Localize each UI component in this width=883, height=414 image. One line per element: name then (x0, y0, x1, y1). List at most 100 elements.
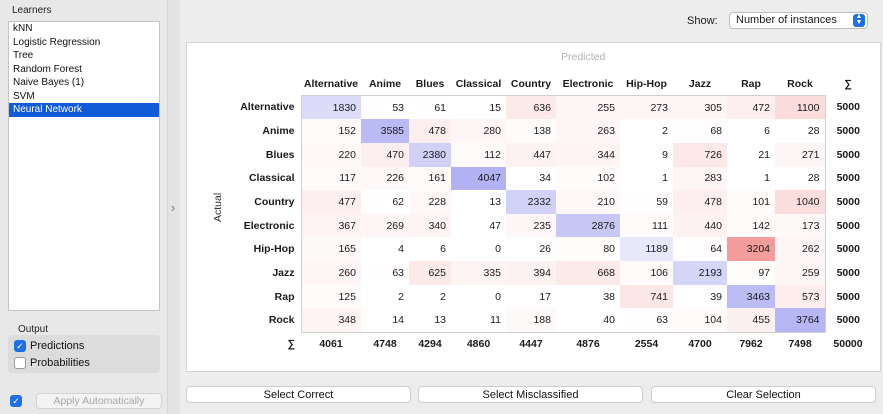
matrix-cell[interactable]: 741 (620, 284, 673, 309)
matrix-cell[interactable]: 47 (489, 219, 501, 232)
matrix-cell[interactable]: 68 (710, 125, 722, 138)
matrix-cell[interactable]: 165 (300, 237, 361, 262)
actual-class-header[interactable]: Electronic (243, 219, 295, 232)
matrix-cell[interactable]: 125 (300, 284, 361, 309)
matrix-cell[interactable]: 3764 (775, 308, 826, 333)
matrix-cell[interactable]: 11 (451, 308, 506, 333)
matrix-cell[interactable]: 636 (506, 95, 556, 120)
clear-selection-button[interactable]: Clear Selection (651, 386, 876, 403)
matrix-cell[interactable]: 472 (727, 95, 775, 120)
panel-divider[interactable] (167, 0, 180, 414)
matrix-cell[interactable]: 283 (673, 166, 727, 191)
matrix-cell[interactable]: 161 (409, 167, 451, 191)
matrix-cell[interactable]: 101 (752, 196, 770, 209)
learner-item[interactable]: Tree (13, 50, 34, 61)
apply-button[interactable]: Apply Automatically (36, 393, 162, 409)
actual-class-header[interactable]: Alternative (240, 101, 295, 114)
matrix-cell[interactable]: 1 (764, 172, 770, 185)
learners-list[interactable]: kNN Logistic Regression Tree Random Forest N… (8, 21, 160, 311)
matrix-cell[interactable]: 477 (300, 190, 361, 214)
learner-item[interactable]: kNN (13, 23, 33, 34)
matrix-cell[interactable]: 1 (662, 172, 668, 185)
matrix-cell[interactable]: 273 (620, 95, 673, 120)
matrix-cell[interactable]: 440 (673, 213, 727, 238)
chevron-right-icon[interactable]: › (170, 200, 176, 215)
matrix-cell[interactable]: 478 (409, 119, 451, 143)
matrix-cell[interactable]: 15 (451, 95, 506, 120)
matrix-cell[interactable]: 455 (727, 308, 775, 333)
matrix-cell[interactable]: 4047 (451, 166, 506, 191)
select-correct-button[interactable]: Select Correct (186, 386, 411, 403)
learner-item[interactable]: Naive Bayes (1) (13, 77, 85, 88)
matrix-cell[interactable]: 3463 (727, 284, 775, 309)
matrix-cell[interactable]: 9 (662, 148, 668, 161)
predicted-class-header[interactable]: Rap (741, 77, 761, 90)
predicted-class-header[interactable]: Classical (455, 77, 502, 90)
matrix-cell[interactable]: 1830 (300, 95, 361, 120)
matrix-cell[interactable]: 263 (556, 119, 620, 143)
matrix-cell[interactable]: 13 (489, 196, 501, 209)
matrix-cell[interactable]: 26 (539, 243, 551, 256)
matrix-cell[interactable]: 21 (758, 148, 770, 161)
matrix-cell[interactable]: 447 (506, 142, 556, 167)
matrix-cell[interactable]: 62 (392, 196, 404, 209)
matrix-cell[interactable]: 260 (300, 261, 361, 285)
matrix-cell[interactable]: 173 (775, 213, 826, 238)
matrix-cell[interactable]: 2193 (673, 261, 727, 285)
matrix-cell[interactable]: 2 (662, 125, 668, 138)
matrix-cell[interactable]: 63 (392, 266, 404, 279)
apply-automatically-checkbox[interactable]: ✓ (10, 395, 22, 407)
matrix-cell[interactable]: 668 (556, 261, 620, 285)
matrix-cell[interactable]: 40 (556, 308, 620, 333)
matrix-cell[interactable]: 625 (409, 261, 451, 285)
matrix-cell[interactable]: 4 (398, 243, 404, 256)
learner-item[interactable]: Random Forest (13, 63, 82, 75)
matrix-cell[interactable]: 0 (495, 290, 501, 303)
actual-class-header[interactable]: Anime (262, 125, 295, 138)
matrix-cell[interactable]: 104 (673, 308, 727, 333)
show-select[interactable]: Number of instances ▲ ▼ (729, 12, 868, 29)
matrix-cell[interactable]: 367 (300, 213, 361, 238)
matrix-cell[interactable]: 271 (775, 142, 826, 167)
matrix-cell[interactable]: 340 (409, 213, 451, 238)
actual-class-header[interactable]: Hip-Hop (253, 243, 295, 256)
matrix-cell[interactable]: 1040 (775, 190, 826, 214)
probabilities-checkbox-row[interactable]: Probabilities (14, 356, 90, 370)
predicted-class-header[interactable]: Rock (787, 77, 813, 90)
matrix-cell[interactable]: 259 (775, 261, 826, 285)
actual-class-header[interactable]: Blues (265, 148, 295, 161)
matrix-cell[interactable]: 17 (539, 290, 551, 303)
matrix-cell[interactable]: 2876 (556, 213, 620, 238)
matrix-cell[interactable]: 6 (440, 243, 446, 256)
matrix-cell[interactable]: 226 (361, 166, 409, 191)
matrix-cell[interactable]: 6 (764, 125, 770, 138)
matrix-cell[interactable]: 38 (603, 290, 615, 303)
actual-class-header[interactable]: Rap (274, 290, 295, 303)
matrix-cell[interactable]: 335 (451, 261, 506, 285)
matrix-cell[interactable]: 1100 (775, 95, 826, 120)
predicted-class-header[interactable]: Country (510, 77, 552, 90)
probabilities-checkbox[interactable] (14, 357, 26, 369)
matrix-cell[interactable]: 348 (300, 308, 361, 333)
matrix-cell[interactable]: 3204 (727, 237, 775, 262)
matrix-cell[interactable]: 39 (710, 290, 722, 303)
matrix-cell[interactable]: 2380 (409, 142, 451, 167)
matrix-cell[interactable]: 3585 (361, 119, 409, 143)
matrix-cell[interactable]: 210 (556, 190, 620, 214)
matrix-cell[interactable]: 64 (710, 243, 722, 256)
select-misclassified-button[interactable]: Select Misclassified (418, 386, 643, 403)
matrix-cell[interactable]: 61 (409, 95, 451, 120)
matrix-cell[interactable]: 188 (506, 308, 556, 333)
matrix-cell[interactable]: 2332 (506, 190, 556, 214)
matrix-cell[interactable]: 2 (398, 290, 404, 303)
matrix-cell[interactable]: 53 (361, 95, 409, 120)
matrix-cell[interactable]: 394 (506, 261, 556, 285)
actual-class-header[interactable]: Jazz (272, 266, 295, 279)
matrix-cell[interactable]: 117 (300, 166, 361, 191)
predicted-class-header[interactable]: Blues (415, 77, 445, 90)
matrix-cell[interactable]: 255 (556, 95, 620, 120)
matrix-cell[interactable]: 1189 (620, 237, 673, 262)
matrix-cell[interactable]: 573 (775, 284, 826, 309)
matrix-cell[interactable]: 59 (656, 196, 668, 209)
predicted-class-header[interactable]: Jazz (688, 77, 712, 90)
